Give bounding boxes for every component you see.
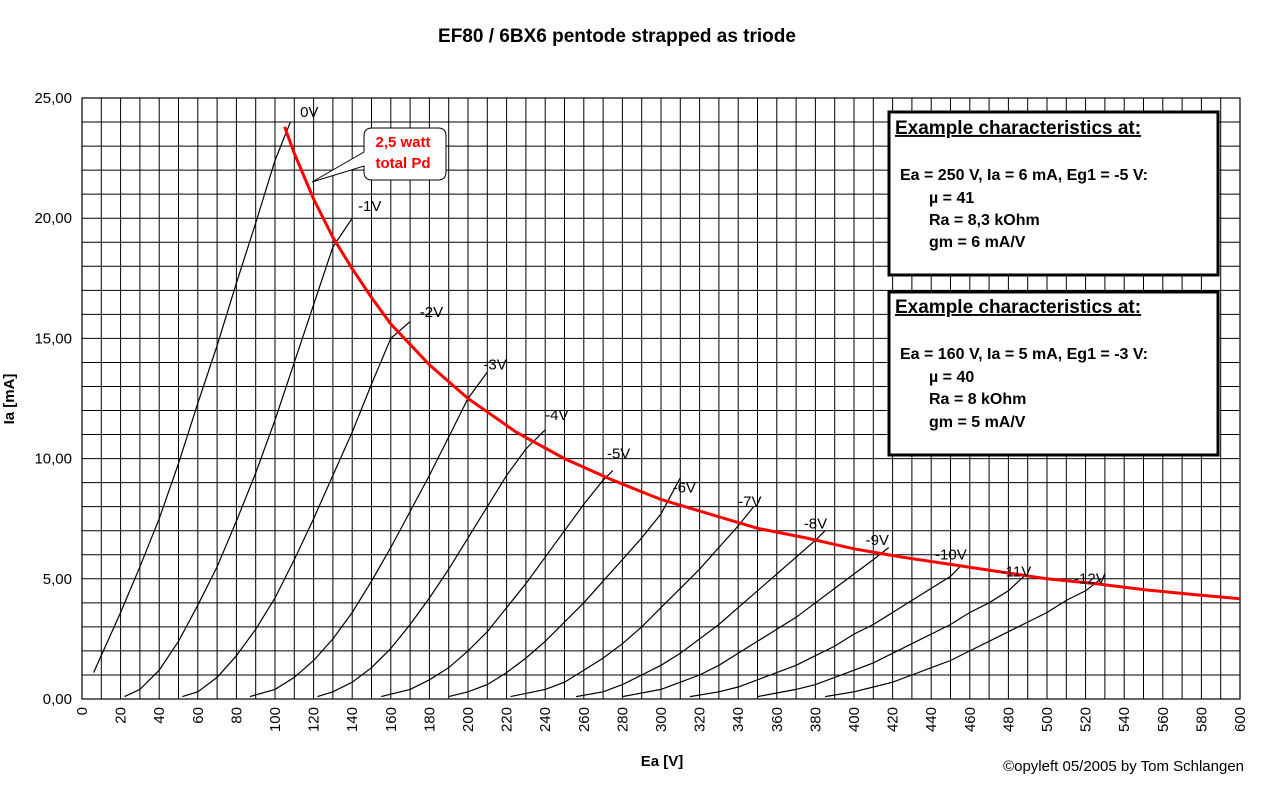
example-box-1-gm: gm = 6 mA/V	[929, 234, 1026, 251]
x-tick-label: 280	[614, 707, 631, 732]
power-curve-line	[283, 126, 1241, 601]
x-tick-label: 220	[499, 707, 516, 732]
curve-label: -11V	[1001, 563, 1032, 580]
x-tick-label: 400	[846, 707, 863, 732]
curve-label: -4V	[545, 407, 568, 424]
grid-curve-line	[317, 429, 546, 698]
curve-label: -1V	[358, 198, 381, 215]
plot-frame	[81, 97, 1241, 700]
curve-label: 0V	[300, 104, 318, 121]
grid-curve-line	[448, 477, 681, 698]
power-callout: 2,5 watt total Pd	[311, 127, 447, 183]
grid-curve-line	[381, 470, 614, 698]
x-tick-label: 240	[537, 707, 554, 732]
grid-curve-line	[757, 575, 1025, 698]
curve-label: -8V	[804, 515, 827, 532]
x-tick-label: 20	[113, 707, 130, 724]
x-tick-label: 260	[576, 707, 593, 732]
x-tick-label: 520	[1078, 707, 1095, 732]
x-tick-label: 440	[923, 707, 940, 732]
curve-label: -6V	[673, 479, 696, 496]
curve-labels: 0V -1V -2V -3V -4V -5V -6V -7V -8V -9V -10V -11V -12…	[300, 104, 1106, 587]
callout-bubble	[311, 127, 447, 183]
x-tick-label: 480	[1000, 707, 1017, 732]
x-tick-label: 40	[151, 707, 168, 724]
grid-curve-line	[689, 563, 963, 698]
x-tick-label: 560	[1155, 707, 1172, 732]
x-tick-label: 600	[1232, 707, 1249, 732]
example-box-1-ra: Ra = 8,3 kOhm	[929, 212, 1040, 229]
x-tick-label: 320	[692, 707, 709, 732]
curve-label: -3V	[483, 357, 506, 374]
example-box-1: Example characteristics at: Ea = 250 V, …	[887, 110, 1220, 277]
x-tick-label: 380	[807, 707, 824, 732]
grid-curve-line	[124, 217, 353, 698]
x-tick-label: 200	[460, 707, 477, 732]
curve-label: -12V	[1074, 571, 1106, 588]
x-tick-label: 60	[190, 707, 207, 724]
example-box-2-gm: gm = 5 mA/V	[929, 414, 1026, 431]
x-tick-label: 100	[267, 707, 284, 732]
example-box-2-mu: µ = 40	[929, 369, 974, 386]
x-tick-labels: 0 20 40 60 80 100 120 140 160 180 200 220 240 260 280 3…	[74, 707, 1249, 732]
chart-title: EF80 / 6BX6 pentode strapped as triode	[438, 26, 796, 47]
y-tick-label: 25,00	[34, 90, 72, 107]
example-box-1-heading: Example characteristics at:	[895, 118, 1141, 139]
x-tick-label: 180	[421, 707, 438, 732]
grid-curve-line	[93, 121, 291, 673]
x-tick-label: 300	[653, 707, 670, 732]
y-tick-label: 15,00	[34, 330, 72, 347]
curve-label: -7V	[738, 494, 761, 511]
x-tick-label: 500	[1039, 707, 1056, 732]
y-axis-label: Ia [mA]	[1, 374, 18, 425]
grid-voltage-curves	[93, 121, 1102, 698]
x-tick-label: 80	[228, 707, 245, 724]
curve-label: -10V	[935, 547, 967, 564]
x-tick-label: 420	[885, 707, 902, 732]
y-tick-labels: 0,00 5,00 10,00 15,00 20,00 25,00	[34, 90, 72, 708]
x-tick-label: 460	[962, 707, 979, 732]
example-box-1-mu: µ = 41	[929, 190, 974, 207]
callout-line1: 2,5 watt	[375, 134, 430, 151]
x-tick-label: 580	[1193, 707, 1210, 732]
grid-curve-line	[622, 547, 890, 698]
y-tick-label: 5,00	[43, 571, 72, 588]
grid-curve-line	[575, 530, 826, 698]
curve-label: -2V	[420, 304, 443, 321]
curve-label: -5V	[607, 446, 630, 463]
example-box-2-ra: Ra = 8 kOhm	[929, 391, 1026, 408]
x-tick-label: 360	[769, 707, 786, 732]
grid-curve-line	[182, 321, 411, 698]
y-tick-label: 0,00	[43, 691, 72, 708]
example-box-2-conditions: Ea = 160 V, Ia = 5 mA, Eg1 = -3 V:	[900, 346, 1148, 363]
x-tick-label: 0	[74, 707, 91, 715]
x-tick-label: 540	[1116, 707, 1133, 732]
example-box-2-frame	[887, 290, 1220, 457]
power-dissipation-curve	[283, 126, 1241, 601]
grid-curve-line	[249, 371, 488, 698]
y-tick-label: 20,00	[34, 210, 72, 227]
grid-curve-line	[510, 506, 755, 698]
callout-line2: total Pd	[376, 155, 431, 172]
x-tick-label: 160	[383, 707, 400, 732]
grid	[81, 97, 1241, 700]
example-box-1-conditions: Ea = 250 V, Ia = 6 mA, Eg1 = -5 V:	[900, 167, 1148, 184]
curve-label: -9V	[866, 532, 889, 549]
x-tick-label: 340	[730, 707, 747, 732]
grid-curve-line	[825, 578, 1102, 698]
example-box-2-heading: Example characteristics at:	[895, 297, 1141, 318]
example-box-2: Example characteristics at: Ea = 160 V, …	[887, 290, 1220, 457]
example-box-1-frame	[887, 110, 1220, 277]
x-tick-label: 120	[306, 707, 323, 732]
x-axis-label: Ea [V]	[641, 753, 684, 770]
credit-text: ©opyleft 05/2005 by Tom Schlangen	[1003, 758, 1244, 775]
x-tick-label: 140	[344, 707, 361, 732]
y-tick-label: 10,00	[34, 451, 72, 468]
